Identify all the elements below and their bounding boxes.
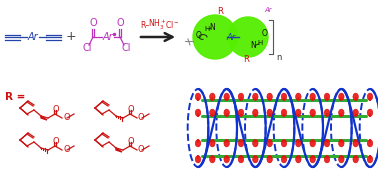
Text: R: R bbox=[243, 56, 249, 64]
Ellipse shape bbox=[281, 140, 287, 147]
Text: R–: R– bbox=[140, 20, 149, 30]
Polygon shape bbox=[268, 140, 271, 141]
Text: N: N bbox=[209, 22, 215, 32]
Ellipse shape bbox=[267, 156, 273, 163]
Text: n: n bbox=[276, 53, 281, 62]
Ellipse shape bbox=[310, 109, 315, 116]
Polygon shape bbox=[211, 140, 214, 141]
Ellipse shape bbox=[324, 109, 330, 116]
Ellipse shape bbox=[281, 93, 287, 100]
Text: Ar: Ar bbox=[264, 7, 272, 13]
Ellipse shape bbox=[353, 109, 358, 116]
Circle shape bbox=[228, 17, 268, 57]
Polygon shape bbox=[197, 140, 199, 141]
Polygon shape bbox=[240, 140, 242, 141]
Ellipse shape bbox=[253, 109, 258, 116]
Ellipse shape bbox=[238, 140, 244, 147]
Polygon shape bbox=[326, 140, 328, 141]
Ellipse shape bbox=[224, 156, 229, 163]
Ellipse shape bbox=[267, 93, 273, 100]
Ellipse shape bbox=[238, 93, 244, 100]
Text: $\rm NH_3^+$: $\rm NH_3^+$ bbox=[148, 18, 167, 32]
Ellipse shape bbox=[353, 93, 358, 100]
Ellipse shape bbox=[324, 140, 330, 147]
Text: O: O bbox=[262, 30, 268, 38]
Polygon shape bbox=[116, 148, 122, 152]
Text: O: O bbox=[53, 137, 59, 145]
Text: H: H bbox=[257, 40, 263, 46]
Ellipse shape bbox=[224, 109, 229, 116]
Ellipse shape bbox=[281, 156, 287, 163]
Text: O: O bbox=[196, 30, 202, 40]
Ellipse shape bbox=[253, 156, 258, 163]
Ellipse shape bbox=[310, 156, 315, 163]
Text: Ar: Ar bbox=[103, 32, 113, 42]
Ellipse shape bbox=[339, 93, 344, 100]
Text: O: O bbox=[128, 137, 134, 145]
Polygon shape bbox=[369, 140, 371, 141]
Polygon shape bbox=[226, 140, 228, 141]
Ellipse shape bbox=[224, 140, 229, 147]
Text: O: O bbox=[116, 18, 124, 28]
Polygon shape bbox=[311, 140, 314, 141]
Ellipse shape bbox=[195, 140, 201, 147]
Text: Cl: Cl bbox=[82, 43, 92, 53]
Ellipse shape bbox=[195, 93, 201, 100]
Ellipse shape bbox=[310, 140, 315, 147]
Polygon shape bbox=[297, 140, 299, 141]
Text: R =: R = bbox=[5, 92, 25, 102]
Ellipse shape bbox=[339, 156, 344, 163]
Ellipse shape bbox=[367, 109, 373, 116]
Ellipse shape bbox=[310, 93, 315, 100]
Ellipse shape bbox=[195, 156, 201, 163]
Ellipse shape bbox=[367, 140, 373, 147]
Text: O: O bbox=[138, 114, 145, 122]
Ellipse shape bbox=[195, 109, 201, 116]
Ellipse shape bbox=[209, 93, 215, 100]
Ellipse shape bbox=[353, 156, 358, 163]
Ellipse shape bbox=[367, 156, 373, 163]
Ellipse shape bbox=[296, 93, 301, 100]
Ellipse shape bbox=[267, 109, 273, 116]
Ellipse shape bbox=[324, 93, 330, 100]
Text: O: O bbox=[89, 18, 97, 28]
Polygon shape bbox=[355, 140, 357, 141]
Ellipse shape bbox=[367, 93, 373, 100]
Ellipse shape bbox=[339, 109, 344, 116]
Ellipse shape bbox=[224, 93, 229, 100]
Ellipse shape bbox=[267, 140, 273, 147]
Text: R: R bbox=[217, 7, 223, 17]
Text: Ar: Ar bbox=[226, 33, 235, 41]
Text: Ar: Ar bbox=[28, 32, 38, 42]
Ellipse shape bbox=[353, 140, 358, 147]
Polygon shape bbox=[340, 140, 342, 141]
Text: O: O bbox=[63, 114, 70, 122]
Polygon shape bbox=[41, 116, 47, 120]
Ellipse shape bbox=[238, 109, 244, 116]
Polygon shape bbox=[283, 140, 285, 141]
Ellipse shape bbox=[253, 140, 258, 147]
Ellipse shape bbox=[281, 109, 287, 116]
Text: O: O bbox=[128, 104, 134, 114]
Text: Cl: Cl bbox=[121, 43, 131, 53]
Ellipse shape bbox=[296, 140, 301, 147]
Ellipse shape bbox=[209, 140, 215, 147]
Ellipse shape bbox=[209, 109, 215, 116]
Text: H: H bbox=[204, 26, 210, 32]
Ellipse shape bbox=[209, 156, 215, 163]
Text: O: O bbox=[63, 145, 70, 155]
Ellipse shape bbox=[296, 109, 301, 116]
Text: +: + bbox=[66, 30, 76, 43]
Text: O: O bbox=[53, 104, 59, 114]
Ellipse shape bbox=[296, 156, 301, 163]
Ellipse shape bbox=[339, 140, 344, 147]
Text: N: N bbox=[250, 41, 256, 49]
Ellipse shape bbox=[324, 156, 330, 163]
Ellipse shape bbox=[253, 93, 258, 100]
Text: O: O bbox=[138, 145, 145, 155]
Ellipse shape bbox=[238, 156, 244, 163]
Circle shape bbox=[193, 15, 237, 59]
Text: Cl$^-$: Cl$^-$ bbox=[165, 20, 180, 30]
Polygon shape bbox=[254, 140, 256, 141]
